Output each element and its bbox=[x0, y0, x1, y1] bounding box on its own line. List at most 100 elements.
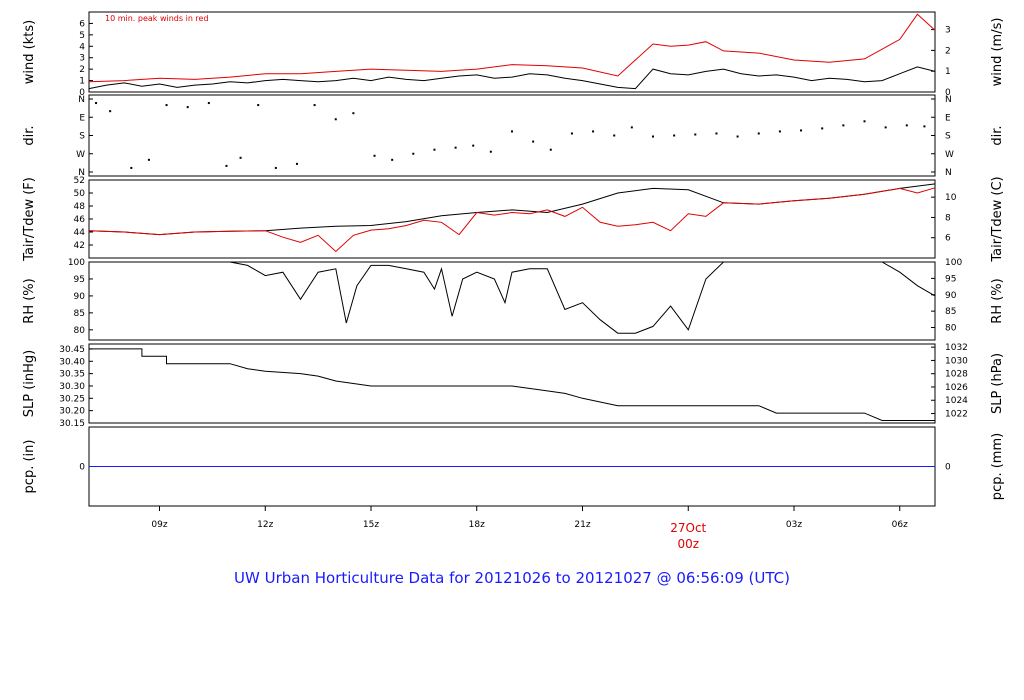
dir-ytick-label-right: N bbox=[945, 168, 952, 178]
dir-point bbox=[373, 154, 376, 157]
wind-ytick-label-left: 4 bbox=[79, 42, 85, 52]
dir-point bbox=[257, 104, 260, 107]
dir-point bbox=[511, 130, 513, 133]
rh-series-black bbox=[89, 261, 936, 334]
slp-ytick-label-right: 1026 bbox=[945, 383, 968, 393]
temp-ylabel-right: Tair/Tdew (C) bbox=[990, 176, 1005, 262]
dir-point bbox=[884, 126, 887, 129]
wind-ytick-label-left: 1 bbox=[79, 77, 85, 87]
temp-ytick-label-right: 8 bbox=[945, 213, 951, 223]
dir-ytick-label-left: W bbox=[76, 150, 85, 160]
x-tick-label: 21z bbox=[574, 520, 590, 530]
x-tick-label: 06z bbox=[892, 520, 908, 530]
slp-ytick-label-right: 1030 bbox=[945, 356, 968, 366]
dir-point bbox=[736, 135, 739, 138]
dir-ylabel-right: dir. bbox=[990, 125, 1005, 145]
temp-ytick-label-left: 48 bbox=[74, 202, 86, 212]
wind-ytick-label-right: 0 bbox=[945, 88, 951, 98]
dir-ytick-label-left: E bbox=[79, 113, 85, 123]
slp-ytick-label-right: 1028 bbox=[945, 370, 968, 380]
dir-point bbox=[592, 130, 595, 133]
temp-ytick-label-left: 46 bbox=[74, 215, 86, 225]
dir-point bbox=[652, 135, 654, 138]
dir-point bbox=[207, 102, 210, 105]
dir-point bbox=[694, 133, 697, 136]
wind-ytick-label-left: 2 bbox=[79, 65, 85, 75]
dir-ytick-label-right: E bbox=[945, 113, 951, 123]
slp-ytick-label-left: 30.30 bbox=[59, 382, 85, 392]
dir-point bbox=[630, 126, 633, 129]
x-tick-label: 09z bbox=[151, 520, 167, 530]
x-tick-label: 15z bbox=[363, 520, 379, 530]
temp-panel: 42 44 46 48 50 52 6 8 10 Tair/Tdew (F) Tair/Tdew (… bbox=[22, 176, 1005, 263]
dir-point bbox=[842, 124, 845, 127]
pcp-panel: 0 0 pcp. (in) pcp. (mm) bbox=[22, 426, 1005, 507]
dir-point bbox=[239, 156, 242, 159]
rh-ytick-label-left: 95 bbox=[74, 275, 85, 285]
x-day-label-hour: 00z bbox=[677, 537, 699, 551]
rh-ytick-label-right: 90 bbox=[945, 291, 957, 301]
wind-frame bbox=[88, 11, 936, 93]
rh-ytick-label-left: 90 bbox=[74, 292, 86, 302]
slp-ytick-label-right: 1024 bbox=[945, 396, 968, 406]
dir-point bbox=[757, 132, 760, 135]
dir-point bbox=[130, 166, 133, 169]
wind-ytick-label-left: 5 bbox=[79, 31, 85, 41]
rh-ylabel-left: RH (%) bbox=[22, 278, 37, 323]
rh-ytick-label-right: 100 bbox=[945, 258, 962, 268]
temp-ytick-label-right: 10 bbox=[945, 193, 957, 203]
rh-frame bbox=[88, 261, 936, 341]
wind-ytick-label-right: 3 bbox=[945, 26, 951, 36]
wind-series-black bbox=[88, 66, 936, 90]
dir-point bbox=[433, 148, 436, 151]
rh-panel: 80 85 90 95 100 80 85 90 95 100 RH (%) RH (%) bbox=[22, 258, 1005, 341]
dir-point bbox=[821, 127, 824, 130]
slp-ytick-label-left: 30.40 bbox=[59, 357, 85, 367]
wind-ytick-label-right: 1 bbox=[945, 67, 951, 77]
dir-point bbox=[863, 120, 866, 123]
wind-ytick-label-right: 2 bbox=[945, 46, 951, 56]
slp-ytick-label-right: 1022 bbox=[945, 410, 968, 420]
wind-ytick-label-left: 0 bbox=[79, 88, 85, 98]
slp-ytick-label-left: 30.25 bbox=[59, 394, 85, 404]
wind-annotation: 10 min. peak winds in red bbox=[105, 14, 209, 23]
dir-point bbox=[186, 106, 189, 109]
dir-point bbox=[391, 158, 394, 161]
dir-point bbox=[412, 152, 415, 155]
dir-ytick-label-left: N bbox=[78, 168, 85, 178]
rh-ytick-label-right: 80 bbox=[945, 324, 957, 334]
dir-point bbox=[549, 148, 552, 151]
wind-ylabel-left: wind (kts) bbox=[22, 20, 37, 84]
pcp-ytick-label-right: 0 bbox=[945, 463, 951, 473]
dir-point bbox=[109, 110, 112, 113]
temp-ytick-label-right: 6 bbox=[945, 234, 951, 244]
rh-ytick-label-left: 85 bbox=[74, 309, 85, 319]
dir-point bbox=[923, 125, 926, 128]
pcp-ytick-label-left: 0 bbox=[79, 463, 85, 473]
dir-point bbox=[274, 166, 277, 169]
wind-ytick-label-left: 6 bbox=[79, 19, 85, 29]
temp-ytick-label-left: 52 bbox=[74, 176, 85, 186]
dir-point bbox=[905, 124, 908, 127]
dir-point bbox=[800, 129, 803, 132]
pcp-ylabel-right: pcp. (mm) bbox=[990, 433, 1005, 500]
temp-ylabel-left: Tair/Tdew (F) bbox=[22, 177, 37, 262]
dir-point bbox=[295, 162, 298, 165]
rh-ytick-label-left: 80 bbox=[74, 326, 86, 336]
dir-point bbox=[778, 130, 781, 133]
rh-ytick-label-left: 100 bbox=[68, 258, 85, 268]
dir-point bbox=[532, 140, 535, 143]
dir-point bbox=[570, 132, 573, 135]
dir-point bbox=[715, 132, 718, 135]
slp-ytick-label-left: 30.35 bbox=[59, 370, 85, 380]
wind-ytick-label-left: 3 bbox=[79, 54, 85, 64]
pcp-ylabel-left: pcp. (in) bbox=[22, 440, 37, 494]
dir-point bbox=[165, 104, 168, 107]
dir-ytick-label-left: S bbox=[79, 132, 85, 142]
dir-ytick-label-right: W bbox=[945, 150, 954, 160]
dir-ytick-label-left: N bbox=[78, 95, 85, 105]
slp-ylabel-right: SLP (hPa) bbox=[990, 353, 1005, 414]
